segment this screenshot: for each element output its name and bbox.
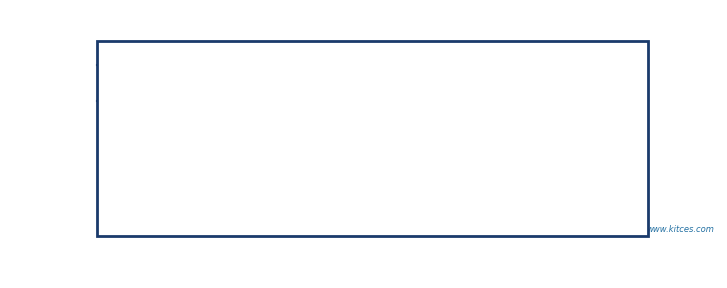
Text: > $160,000: > $160,000: [163, 218, 222, 228]
Text: Up to $320,000: Up to $320,000: [236, 191, 313, 201]
Text: www.kitces.com: www.kitces.com: [646, 225, 715, 234]
Text: Plan Premium: Plan Premium: [407, 109, 476, 119]
Text: 2: 2: [121, 164, 128, 174]
Text: 3: 3: [121, 191, 128, 201]
Text: 65%: 65%: [595, 191, 618, 201]
Text: Part D Premium
(monthly): Part D Premium (monthly): [399, 73, 483, 93]
Text: + $54.20: + $54.20: [418, 191, 465, 201]
Text: + $294.60: + $294.60: [332, 218, 385, 228]
Text: Individual
MAGI: Individual MAGI: [166, 73, 219, 93]
Text: + $74.80: + $74.80: [418, 218, 465, 228]
Text: Total Surcharge
(monthly): Total Surcharge (monthly): [482, 73, 566, 93]
Bar: [97, 41, 648, 236]
Text: 50%: 50%: [595, 164, 618, 174]
Text: + $13.00: + $13.00: [418, 137, 465, 146]
Bar: [97, 101, 648, 128]
Text: Up to $133,500: Up to $133,500: [153, 164, 230, 174]
Text: 35%: 35%: [595, 137, 618, 146]
Bar: [97, 65, 648, 101]
Text: + $167.50: + $167.50: [497, 164, 550, 174]
Bar: [97, 209, 648, 236]
Text: N/A: N/A: [515, 109, 533, 119]
Text: Married Joint
MAGI: Married Joint MAGI: [240, 73, 310, 93]
Text: > $320,000: > $320,000: [246, 218, 304, 228]
Text: + $133.90: + $133.90: [332, 164, 385, 174]
Text: + $33.60: + $33.60: [418, 164, 465, 174]
Text: 1: 1: [121, 137, 128, 146]
Bar: [97, 128, 648, 155]
Bar: [97, 155, 648, 182]
Text: + $369.40: + $369.40: [498, 218, 550, 228]
Text: $134.00: $134.00: [338, 109, 379, 119]
Text: Up to $160,000: Up to $160,000: [153, 191, 230, 201]
Bar: [97, 182, 648, 209]
Text: + $214.30: + $214.30: [332, 191, 385, 201]
Text: % of Total
Part B Cost: % of Total Part B Cost: [577, 73, 637, 93]
Text: < $85,000: < $85,000: [166, 109, 218, 119]
Text: < $170,000: < $170,000: [246, 109, 304, 119]
Text: + $66.50: + $66.50: [501, 137, 547, 146]
Text: + $53.50: + $53.50: [336, 137, 382, 146]
Text: 80%: 80%: [596, 218, 618, 228]
Text: IRMAA MEDICARE PREMIUM SURCHARGES IN 2018: IRMAA MEDICARE PREMIUM SURCHARGES IN 201…: [165, 46, 580, 60]
Text: Baseline: Baseline: [103, 109, 146, 119]
Text: Up to $107,000: Up to $107,000: [153, 137, 230, 146]
Text: + $268.50: + $268.50: [498, 191, 550, 201]
Text: Up to $267,000: Up to $267,000: [236, 164, 313, 174]
Text: IRMAA Tier: IRMAA Tier: [95, 79, 154, 88]
Text: 4: 4: [121, 218, 128, 228]
Text: © Michael Kitces,: © Michael Kitces,: [570, 225, 646, 234]
Text: 25%: 25%: [595, 109, 618, 119]
Text: Up to $214,000: Up to $214,000: [236, 137, 313, 146]
Text: Part B Premium
(monthly): Part B Premium (monthly): [317, 73, 401, 93]
